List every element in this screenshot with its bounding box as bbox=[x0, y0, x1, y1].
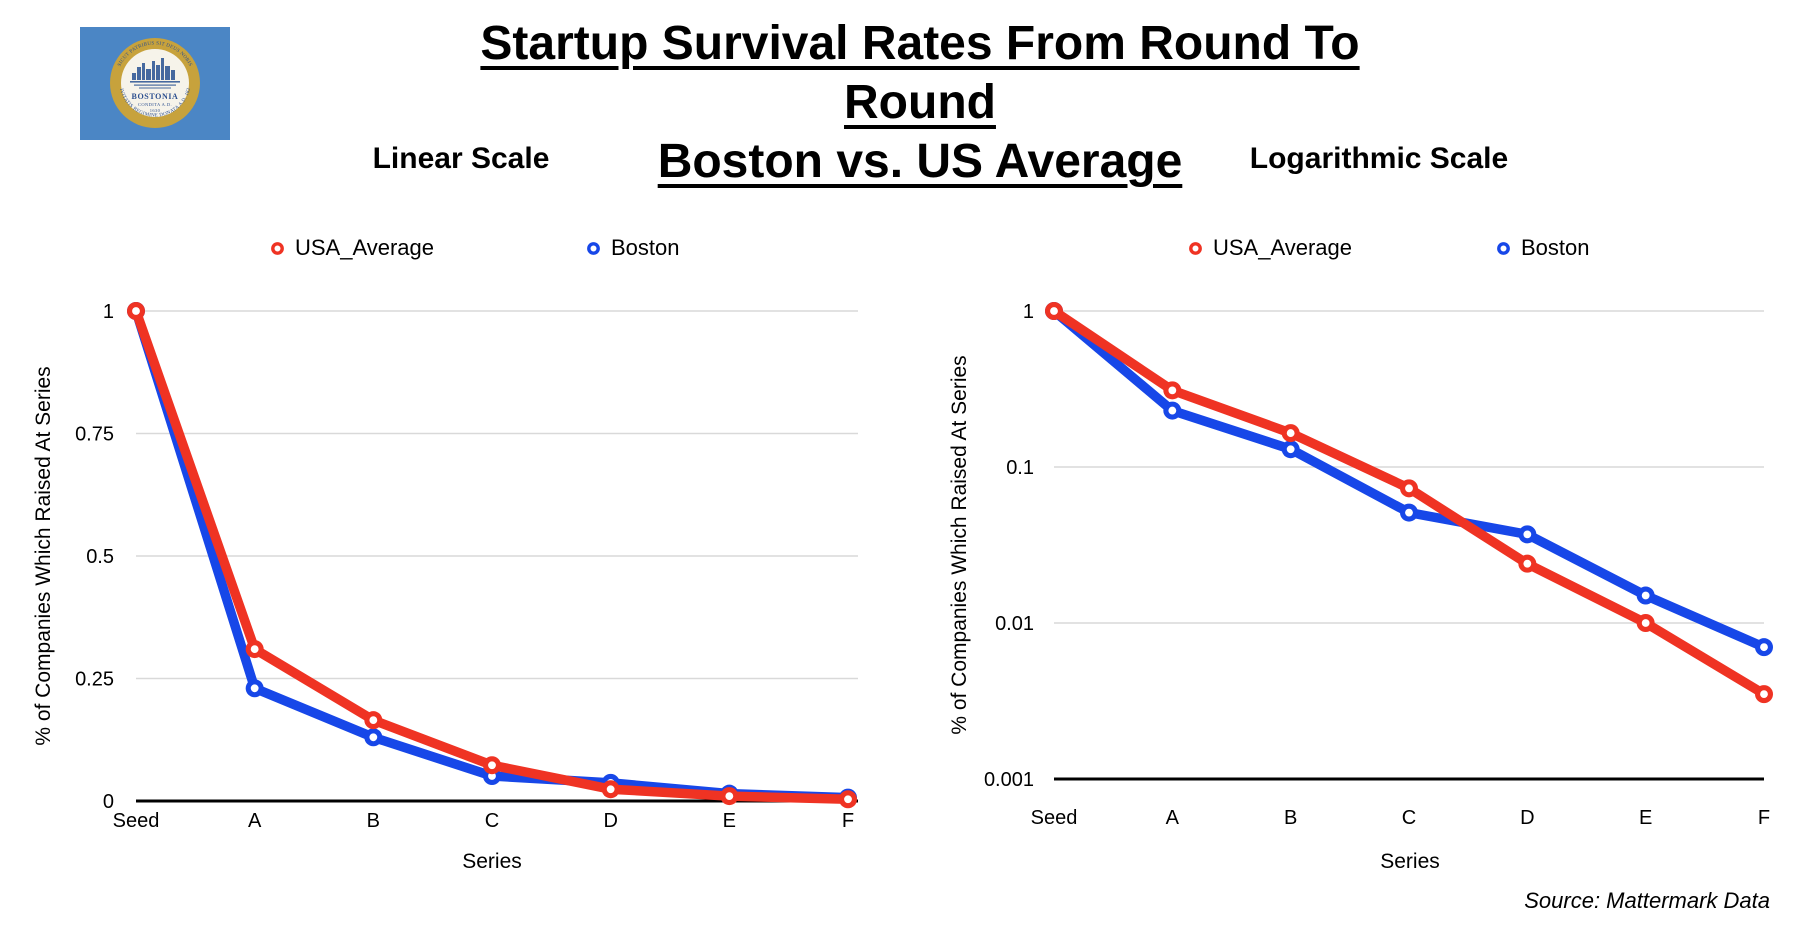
data-point-hole bbox=[844, 795, 852, 804]
legend-label-usa-average: USA_Average bbox=[1213, 235, 1353, 260]
legend-label-boston: Boston bbox=[1521, 235, 1590, 260]
x-category-label: D bbox=[603, 810, 617, 832]
legend-marker-boston-icon bbox=[1497, 241, 1510, 255]
y-tick-label: 0.5 bbox=[86, 546, 114, 568]
data-point-hole bbox=[1523, 530, 1532, 539]
legend-marker-usa-icon bbox=[271, 241, 284, 255]
legend-item-usa-average-log: USA_Average bbox=[1188, 235, 1352, 261]
data-point-hole bbox=[606, 785, 615, 794]
y-tick-label: 1 bbox=[1023, 301, 1034, 323]
y-axis-title: % of Companies Which Raised At Series bbox=[948, 355, 971, 734]
legend-item-usa-average-linear: USA_Average bbox=[270, 235, 434, 261]
y-tick-label: 0.01 bbox=[995, 613, 1034, 635]
y-tick-label: 1 bbox=[103, 301, 114, 323]
y-tick-label: 0.001 bbox=[984, 769, 1034, 791]
data-point-hole bbox=[369, 733, 378, 742]
boston-city-flag: SICUT PATRIBUS SIT DEUS NOBIS CIVITATIS … bbox=[78, 24, 230, 140]
title-line-2: Boston vs. US Average bbox=[657, 135, 1183, 188]
x-category-label: F bbox=[842, 810, 854, 832]
series-line-USA_Average bbox=[131, 306, 853, 805]
y-axis-title: % of Companies Which Raised At Series bbox=[32, 366, 55, 745]
title-line-1: Startup Survival Rates From Round To Rou… bbox=[480, 17, 1360, 129]
data-point-hole bbox=[369, 716, 378, 725]
data-point-hole bbox=[1760, 643, 1768, 652]
y-tick-label: 0.75 bbox=[75, 424, 114, 446]
x-category-label: A bbox=[248, 810, 262, 832]
data-point-hole bbox=[250, 684, 259, 693]
seal-year: 1630 bbox=[150, 108, 161, 113]
page-title: Startup Survival Rates From Round To Rou… bbox=[400, 14, 1440, 191]
data-point-hole bbox=[1168, 406, 1177, 415]
y-tick-label: 0.1 bbox=[1006, 457, 1034, 479]
x-category-label: C bbox=[485, 810, 499, 832]
x-category-label: Seed bbox=[113, 810, 160, 832]
seal-skyline bbox=[130, 58, 180, 89]
data-point-hole bbox=[1050, 307, 1058, 315]
data-point-hole bbox=[132, 307, 140, 315]
data-point-hole bbox=[1286, 445, 1295, 454]
seal-name: BOSTONIA bbox=[132, 92, 179, 101]
data-point-hole bbox=[1760, 690, 1768, 699]
legend-marker-boston-icon bbox=[587, 241, 600, 255]
legend-marker-usa-icon bbox=[1189, 241, 1202, 255]
series-line-Boston bbox=[131, 306, 853, 803]
data-point-hole bbox=[1405, 484, 1413, 493]
x-category-label: A bbox=[1166, 807, 1180, 829]
y-tick-label: 0 bbox=[103, 791, 114, 813]
x-category-label: E bbox=[1639, 807, 1652, 829]
x-axis-title: Series bbox=[1380, 850, 1440, 873]
legend-item-boston-log: Boston bbox=[1496, 235, 1590, 261]
x-category-label: E bbox=[723, 810, 736, 832]
x-category-label: D bbox=[1520, 807, 1534, 829]
x-category-label: F bbox=[1758, 807, 1770, 829]
data-point-hole bbox=[1286, 429, 1295, 437]
boston-flag-image: SICUT PATRIBUS SIT DEUS NOBIS CIVITATIS … bbox=[78, 24, 230, 140]
data-point-hole bbox=[1641, 591, 1650, 600]
x-category-label: C bbox=[1402, 807, 1416, 829]
legend-label-usa-average: USA_Average bbox=[295, 235, 435, 260]
source-credit: Source: Mattermark Data bbox=[1524, 888, 1770, 913]
seal-subtitle: CONDITA A.D. bbox=[138, 102, 172, 107]
x-category-label: B bbox=[367, 810, 380, 832]
y-tick-label: 0.25 bbox=[75, 669, 114, 691]
x-category-label: Seed bbox=[1031, 807, 1078, 829]
legend-item-boston-linear: Boston bbox=[586, 235, 680, 261]
series-line-USA_Average bbox=[1049, 306, 1769, 699]
data-point-hole bbox=[1641, 619, 1650, 627]
data-point-hole bbox=[488, 772, 496, 780]
data-point-hole bbox=[488, 761, 496, 770]
x-axis-title: Series bbox=[462, 850, 522, 873]
data-point-hole bbox=[1523, 559, 1532, 568]
data-point-hole bbox=[1168, 386, 1177, 395]
seal-inner bbox=[121, 49, 189, 117]
legend-label-boston: Boston bbox=[611, 235, 680, 260]
linear-chart-title: Linear Scale bbox=[372, 142, 550, 175]
x-category-label: B bbox=[1284, 807, 1297, 829]
data-point-hole bbox=[250, 645, 259, 653]
log-chart-title: Logarithmic Scale bbox=[1249, 142, 1509, 175]
data-point-hole bbox=[725, 792, 734, 800]
series-line-Boston bbox=[1049, 306, 1769, 652]
data-point-hole bbox=[1405, 508, 1413, 517]
